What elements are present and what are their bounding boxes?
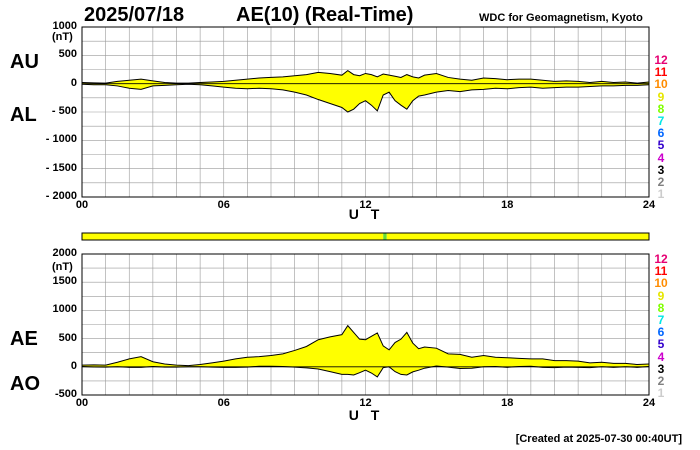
series-fill-area bbox=[82, 325, 649, 377]
chart-title: AE(10) (Real-Time) bbox=[236, 4, 414, 26]
color-bar-segment bbox=[82, 233, 384, 240]
x-tick-label: 00 bbox=[75, 397, 89, 409]
legend-level-3: 3 bbox=[657, 162, 665, 177]
y-tick-label: 1000 bbox=[52, 20, 77, 32]
legend-level-1: 1 bbox=[657, 187, 665, 202]
legend-level-11: 11 bbox=[654, 65, 668, 80]
legend-level-8: 8 bbox=[657, 101, 665, 116]
bottom-x-axis-title: U T bbox=[348, 407, 384, 423]
au-label: AU bbox=[10, 51, 39, 73]
series-fill-area bbox=[82, 70, 649, 112]
y-tick-label: 500 bbox=[58, 331, 77, 344]
top-x-axis-title: U T bbox=[348, 206, 384, 222]
legend-level-10: 10 bbox=[654, 77, 668, 92]
y-tick-label: 2000 bbox=[52, 247, 77, 259]
legend-level-6: 6 bbox=[657, 126, 665, 141]
x-tick-label: 00 bbox=[75, 199, 89, 211]
x-tick-label: 24 bbox=[642, 397, 656, 409]
x-tick-label: 12 bbox=[359, 397, 372, 409]
x-tick-label: 06 bbox=[217, 397, 230, 409]
legend-level-8: 8 bbox=[657, 300, 665, 315]
y-tick-label: 0 bbox=[70, 359, 77, 372]
color-bar-segment bbox=[383, 233, 387, 240]
x-tick-label: 12 bbox=[359, 199, 372, 211]
ao-label: AO bbox=[10, 373, 40, 395]
legend-level-4: 4 bbox=[657, 349, 665, 364]
created-timestamp: [Created at 2025-07-30 00:40UT] bbox=[515, 433, 682, 445]
legend-level-12: 12 bbox=[654, 252, 668, 266]
plot-frame bbox=[81, 26, 650, 198]
series-upper-line bbox=[81, 324, 650, 367]
color-bar-frame bbox=[81, 232, 650, 241]
station-color-bar bbox=[81, 232, 650, 241]
plot-frame bbox=[81, 253, 650, 396]
bottom-unit-label: (nT) bbox=[52, 261, 73, 273]
legend-level-11: 11 bbox=[654, 264, 668, 279]
legend-level-6: 6 bbox=[657, 325, 665, 340]
legend-level-5: 5 bbox=[657, 138, 665, 153]
y-tick-label: - 500 bbox=[51, 105, 77, 117]
data-source: WDC for Geomagnetism, Kyoto bbox=[479, 12, 643, 24]
series-upper-line bbox=[81, 70, 650, 84]
legend-level-10: 10 bbox=[654, 276, 668, 291]
series-lower-line bbox=[81, 83, 650, 113]
y-tick-label: - 2000 bbox=[45, 190, 77, 202]
legend-level-7: 7 bbox=[657, 114, 665, 128]
y-tick-label: 1500 bbox=[52, 275, 77, 288]
y-tick-label: - 1000 bbox=[45, 133, 77, 146]
color-bar-segment bbox=[386, 233, 649, 240]
top-unit-label: (nT) bbox=[52, 31, 73, 43]
y-tick-label: - 1500 bbox=[45, 161, 77, 174]
y-tick-label: 1000 bbox=[52, 303, 77, 316]
legend-level-1: 1 bbox=[657, 386, 665, 401]
au-al-panel bbox=[81, 26, 650, 198]
y-tick-label: 0 bbox=[70, 76, 77, 89]
legend-level-3: 3 bbox=[657, 361, 665, 376]
legend-level-2: 2 bbox=[657, 374, 665, 388]
legend-level-7: 7 bbox=[657, 313, 665, 327]
legend-level-9: 9 bbox=[657, 288, 665, 303]
y-tick-label: -500 bbox=[54, 388, 77, 400]
x-tick-label: 18 bbox=[501, 397, 514, 409]
x-tick-label: 24 bbox=[642, 199, 656, 211]
legend-level-4: 4 bbox=[657, 150, 665, 165]
chart-date: 2025/07/18 bbox=[84, 4, 185, 26]
legend-level-2: 2 bbox=[657, 175, 665, 189]
x-tick-label: 18 bbox=[501, 199, 514, 211]
legend-level-12: 12 bbox=[654, 53, 668, 67]
legend-level-5: 5 bbox=[657, 337, 665, 352]
x-tick-label: 06 bbox=[217, 199, 230, 211]
y-tick-label: 500 bbox=[58, 48, 77, 61]
legend-level-9: 9 bbox=[657, 89, 665, 104]
ae-ao-panel bbox=[81, 253, 650, 396]
ae-label: AE bbox=[10, 328, 38, 350]
al-label: AL bbox=[10, 104, 37, 126]
